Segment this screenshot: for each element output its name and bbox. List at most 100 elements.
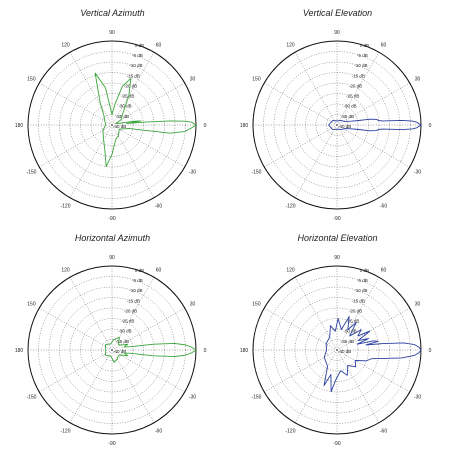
- angle-tick-label: 180: [15, 123, 24, 129]
- radial-tick-label: -25 dB: [121, 319, 134, 324]
- grid-spoke: [264, 82, 338, 126]
- polar-chart-horizontal-elevation: 0 30 60 90 120 150 180 -150 -120 -90 -60 -30 0 dB -5 …: [240, 255, 432, 447]
- angle-tick-label: 150: [27, 76, 36, 82]
- polar-chart-vertical-elevation: 0 30 60 90 120 150 180 -150 -120 -90 -60 -30 0 dB -5 …: [240, 30, 432, 222]
- grid-spoke: [294, 277, 338, 351]
- grid-spoke: [39, 307, 113, 351]
- angle-tick-label: 150: [252, 76, 261, 82]
- angle-tick-label: 30: [190, 301, 196, 307]
- radial-tick-label: -30 dB: [343, 104, 356, 109]
- grid-spoke: [111, 82, 185, 126]
- angle-tick-label: 120: [61, 267, 70, 273]
- grid-spoke: [336, 124, 410, 168]
- chart-title: Vertical Azimuth: [80, 8, 145, 18]
- radial-tick-label: -40 dB: [113, 349, 126, 354]
- chart-panel-vertical-elevation: Vertical Elevation 0 30 60 90 120 150 180 -150 -…: [225, 0, 450, 225]
- grid-spoke: [111, 307, 185, 351]
- radial-tick-label: -5 dB: [132, 278, 143, 283]
- radial-tick-label: -15 dB: [352, 298, 365, 303]
- grid-spoke: [111, 349, 155, 423]
- angle-tick-label: -90: [108, 441, 115, 447]
- grid-spoke: [69, 277, 113, 351]
- grid-spoke: [69, 349, 113, 423]
- polar-chart-horizontal-azimuth: 0 30 60 90 120 150 180 -150 -120 -90 -60 -30 0 dB -5 …: [15, 255, 207, 447]
- angle-tick-label: 120: [61, 42, 70, 48]
- angle-tick-label: -60: [380, 203, 387, 209]
- angle-tick-label: 180: [15, 348, 24, 354]
- angle-tick-label: 0: [429, 123, 432, 129]
- grid-spoke: [336, 82, 410, 126]
- grid-spoke: [111, 349, 185, 393]
- radial-tick-label: -30 dB: [343, 329, 356, 334]
- angle-tick-label: -120: [60, 203, 70, 209]
- angle-tick-label: -120: [285, 203, 295, 209]
- radial-tick-label: -10 dB: [129, 288, 142, 293]
- angle-tick-label: 30: [415, 76, 421, 82]
- grid-spoke: [336, 349, 380, 423]
- radial-tick-label: -15 dB: [352, 73, 365, 78]
- grid-spoke: [294, 124, 338, 198]
- radial-tick-label: -5 dB: [132, 53, 143, 58]
- angle-tick-label: 60: [381, 267, 387, 273]
- angle-tick-label: 150: [252, 301, 261, 307]
- grid-spoke: [111, 124, 155, 198]
- angle-tick-label: 30: [415, 301, 421, 307]
- radial-tick-label: -40 dB: [338, 349, 351, 354]
- radial-tick-label: -25 dB: [121, 94, 134, 99]
- angle-tick-label: 90: [109, 30, 115, 36]
- grid-spoke: [264, 349, 338, 393]
- radial-tick-label: -10 dB: [354, 288, 367, 293]
- radial-tick-label: -30 dB: [118, 329, 131, 334]
- grid-spoke: [39, 349, 113, 393]
- grid-spoke: [69, 124, 113, 198]
- angle-tick-label: 60: [156, 42, 162, 48]
- radial-tick-label: -40 dB: [338, 124, 351, 129]
- radial-tick-label: -25 dB: [346, 319, 359, 324]
- radial-tick-label: 0 dB: [360, 43, 369, 48]
- radiation-pattern-trace: [328, 118, 422, 132]
- grid-spoke: [111, 124, 185, 168]
- chart-panel-horizontal-elevation: Horizontal Elevation 0 30 60 90 120 150 180 -15…: [225, 225, 450, 450]
- angle-tick-label: -30: [414, 394, 421, 400]
- grid-spoke: [336, 349, 410, 393]
- angle-tick-label: 120: [286, 267, 295, 273]
- angle-tick-label: 90: [334, 255, 340, 261]
- angle-tick-label: -90: [108, 216, 115, 222]
- angle-tick-label: 0: [429, 348, 432, 354]
- chart-title: Horizontal Elevation: [297, 233, 378, 243]
- angle-tick-label: -30: [414, 169, 421, 175]
- angle-tick-label: 60: [381, 42, 387, 48]
- radial-tick-label: -35 dB: [341, 339, 354, 344]
- angle-tick-label: 90: [334, 30, 340, 36]
- angle-tick-label: -60: [380, 428, 387, 434]
- radial-tick-label: 0 dB: [360, 268, 369, 273]
- angle-tick-label: 30: [190, 76, 196, 82]
- radial-tick-label: -20 dB: [124, 83, 137, 88]
- angle-tick-label: 90: [109, 255, 115, 261]
- radial-tick-label: 0 dB: [135, 268, 144, 273]
- grid-spoke: [111, 52, 155, 126]
- angle-tick-label: 0: [204, 348, 207, 354]
- chart-panel-vertical-azimuth: Vertical Azimuth 0 30 60 90 120 150 180 -150 -12…: [0, 0, 225, 225]
- radial-tick-label: -35 dB: [116, 339, 129, 344]
- angle-tick-label: 60: [156, 267, 162, 273]
- radial-tick-label: -10 dB: [129, 63, 142, 68]
- chart-panel-horizontal-azimuth: Horizontal Azimuth 0 30 60 90 120 150 180 -150 -…: [0, 225, 225, 450]
- grid-spoke: [336, 277, 380, 351]
- angle-tick-label: 120: [286, 42, 295, 48]
- polar-chart-vertical-azimuth: 0 30 60 90 120 150 180 -150 -120 -90 -60 -30 0 dB -5 …: [15, 30, 207, 222]
- grid-spoke: [294, 52, 338, 126]
- grid-spoke: [336, 52, 380, 126]
- angle-tick-label: -150: [26, 394, 36, 400]
- radial-tick-label: -5 dB: [357, 53, 368, 58]
- radial-tick-label: -40 dB: [113, 124, 126, 129]
- grid-spoke: [264, 124, 338, 168]
- radial-tick-label: -20 dB: [349, 308, 362, 313]
- grid-spoke: [336, 307, 410, 351]
- angle-tick-label: 150: [27, 301, 36, 307]
- radial-tick-label: -20 dB: [349, 83, 362, 88]
- angle-tick-label: -60: [155, 203, 162, 209]
- grid-spoke: [39, 82, 113, 126]
- angle-tick-label: -120: [60, 428, 70, 434]
- radial-tick-label: -5 dB: [357, 278, 368, 283]
